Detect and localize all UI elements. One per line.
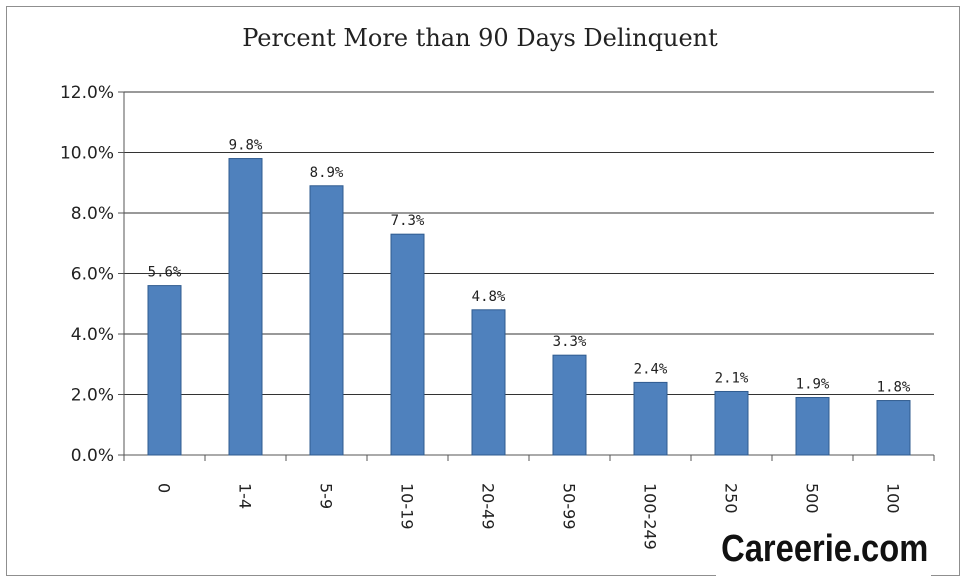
data-label: 4.8% xyxy=(472,289,506,305)
data-label: 3.3% xyxy=(553,334,587,350)
data-label: 1.8% xyxy=(877,380,911,396)
bar xyxy=(471,309,506,456)
watermark-logo: Careerie.com xyxy=(716,516,931,582)
x-tick-label: 500 xyxy=(803,483,822,514)
data-label: 9.8% xyxy=(229,138,263,154)
bars xyxy=(147,158,911,456)
data-label: 2.4% xyxy=(634,361,668,377)
y-tick-label: 6.0% xyxy=(71,265,114,285)
y-tick-label: 12.0% xyxy=(60,83,114,103)
data-label: 5.6% xyxy=(148,265,182,281)
data-label: 8.9% xyxy=(310,165,344,181)
y-tick-label: 2.0% xyxy=(71,386,114,406)
x-tick-label: 100 xyxy=(884,483,903,514)
bar xyxy=(147,285,182,456)
bar xyxy=(309,185,344,456)
bar xyxy=(795,397,830,456)
bar xyxy=(552,354,587,456)
data-label: 7.3% xyxy=(391,213,425,229)
x-tick-label: 0 xyxy=(155,483,174,493)
data-label: 1.9% xyxy=(796,377,830,393)
y-tick-label: 4.0% xyxy=(71,325,114,345)
x-tick-label: 20-49 xyxy=(479,483,498,530)
labels: 0.0% 2.0% 4.0% 6.0% 8.0% 10.0% 12.0% 5.6% 0 9.8% 1… xyxy=(60,83,911,550)
x-tick-label: 100-249 xyxy=(641,483,660,550)
y-tick-label: 8.0% xyxy=(71,204,114,224)
bar xyxy=(390,233,425,456)
x-tick-label: 250 xyxy=(722,483,741,514)
y-tick-label: 10.0% xyxy=(60,144,114,164)
chart-title: Percent More than 90 Days Delinquent xyxy=(242,24,718,52)
y-tick-label: 0.0% xyxy=(71,446,114,466)
x-tick-label: 50-99 xyxy=(560,483,579,530)
bar xyxy=(714,390,749,456)
x-tick-label: 5-9 xyxy=(317,483,336,509)
bar xyxy=(633,381,668,456)
data-label: 2.1% xyxy=(715,370,749,386)
bar xyxy=(876,400,911,456)
bar xyxy=(228,158,263,456)
x-tick-label: 1-4 xyxy=(236,483,255,509)
x-tick-label: 10-19 xyxy=(398,483,417,530)
